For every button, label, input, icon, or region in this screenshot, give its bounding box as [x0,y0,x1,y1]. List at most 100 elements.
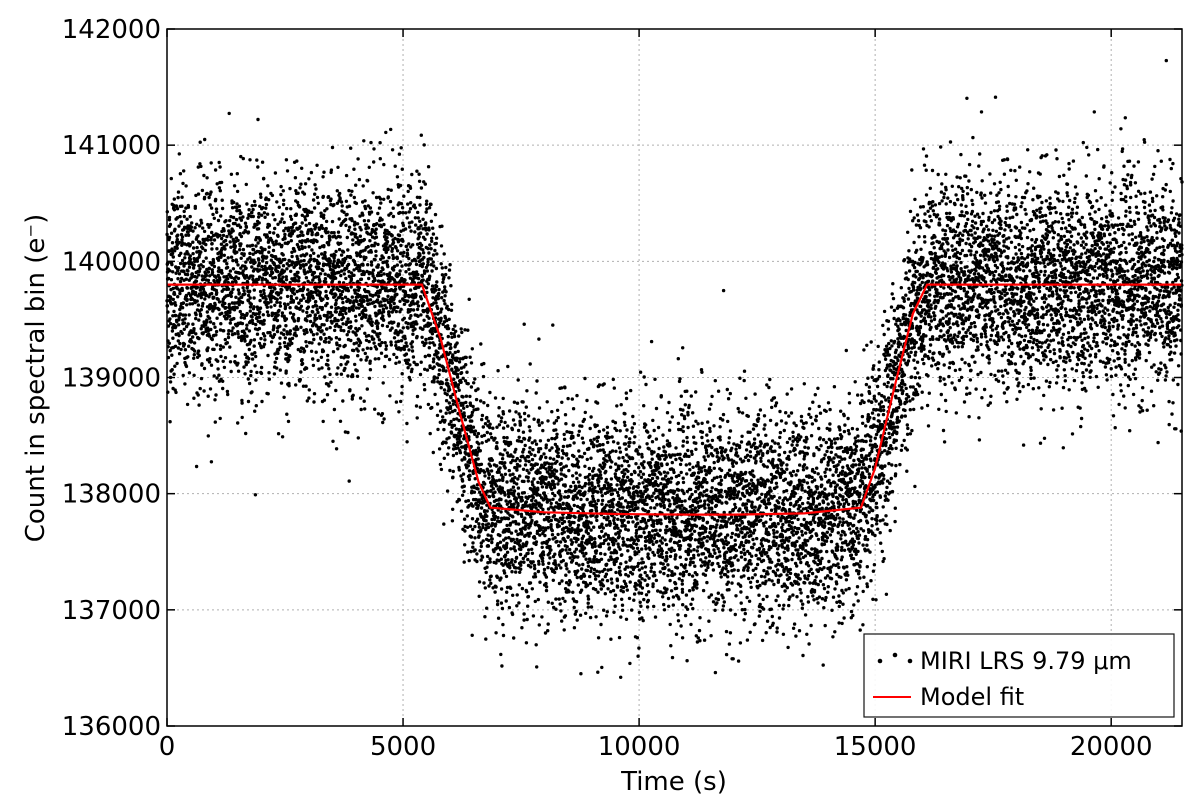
data-point [447,268,452,272]
data-point [491,494,496,499]
data-point [421,278,425,282]
data-point [372,147,376,151]
data-point [278,368,282,372]
data-point [199,327,203,331]
data-point [361,348,365,352]
data-point [585,497,589,502]
data-point [267,198,271,202]
data-point [571,407,576,411]
data-point [218,347,223,351]
data-point [566,457,570,461]
data-point [191,246,196,250]
data-point [275,318,280,323]
data-point [407,225,412,229]
data-point [430,239,434,243]
data-point [240,300,245,305]
data-point [462,489,466,494]
data-point [344,276,348,281]
data-point [386,195,390,199]
data-point [505,550,510,554]
data-point [517,583,521,587]
data-point [509,531,514,535]
data-point [497,406,501,410]
data-point [195,299,199,303]
data-point [267,250,271,254]
data-point [246,377,250,381]
data-point [501,475,505,479]
data-point [361,184,365,188]
data-point [406,326,410,330]
data-point [535,520,539,524]
data-point [216,273,220,277]
data-point [179,220,184,224]
data-point [571,480,576,485]
data-point [433,212,438,217]
data-point [330,145,335,150]
data-point [418,219,422,223]
data-point [262,322,266,326]
data-point [254,235,259,240]
data-point [449,346,453,350]
data-point [523,463,528,467]
data-point [399,339,404,343]
data-point [556,447,561,451]
data-point [333,328,337,333]
data-point [196,234,200,238]
data-point [428,431,432,436]
data-point [285,294,290,299]
data-point [338,419,343,423]
data-point [293,221,298,225]
data-point [367,302,372,306]
data-point [351,238,355,242]
data-point [583,410,587,415]
data-point [310,341,314,345]
data-point [173,364,177,368]
data-point [225,234,229,239]
data-point [365,346,370,350]
data-point [197,318,201,322]
data-point [222,229,226,233]
data-point [214,329,219,334]
data-point [446,307,451,312]
data-point [219,214,223,218]
data-point [210,337,214,342]
data-point [274,239,278,243]
data-point [323,272,327,276]
data-point [483,474,487,478]
data-point [305,319,309,323]
data-point [337,217,341,221]
data-point [175,216,180,220]
data-point [289,269,293,273]
data-point [380,218,384,222]
data-point [198,241,202,245]
data-point [536,488,540,492]
data-point [191,229,195,233]
data-point [198,267,202,271]
data-point [202,366,207,371]
data-point [427,353,432,358]
data-point [553,536,557,540]
data-point [534,391,538,395]
data-point [198,140,202,144]
data-point [552,514,557,518]
data-point [176,339,180,343]
data-point [329,197,333,201]
data-point [383,364,387,369]
data-point [179,276,184,281]
data-point [568,580,572,584]
data-point [560,579,564,583]
data-point [233,221,237,226]
data-point [169,322,173,326]
data-point [279,296,283,300]
data-point [257,326,262,331]
data-point [294,212,298,216]
data-point [195,259,199,263]
data-point [204,323,208,327]
data-point [414,223,418,227]
data-point [572,605,576,610]
data-point [194,316,198,321]
data-point [338,197,342,201]
data-point [373,278,377,282]
data-point [400,167,404,171]
data-point [393,225,397,229]
